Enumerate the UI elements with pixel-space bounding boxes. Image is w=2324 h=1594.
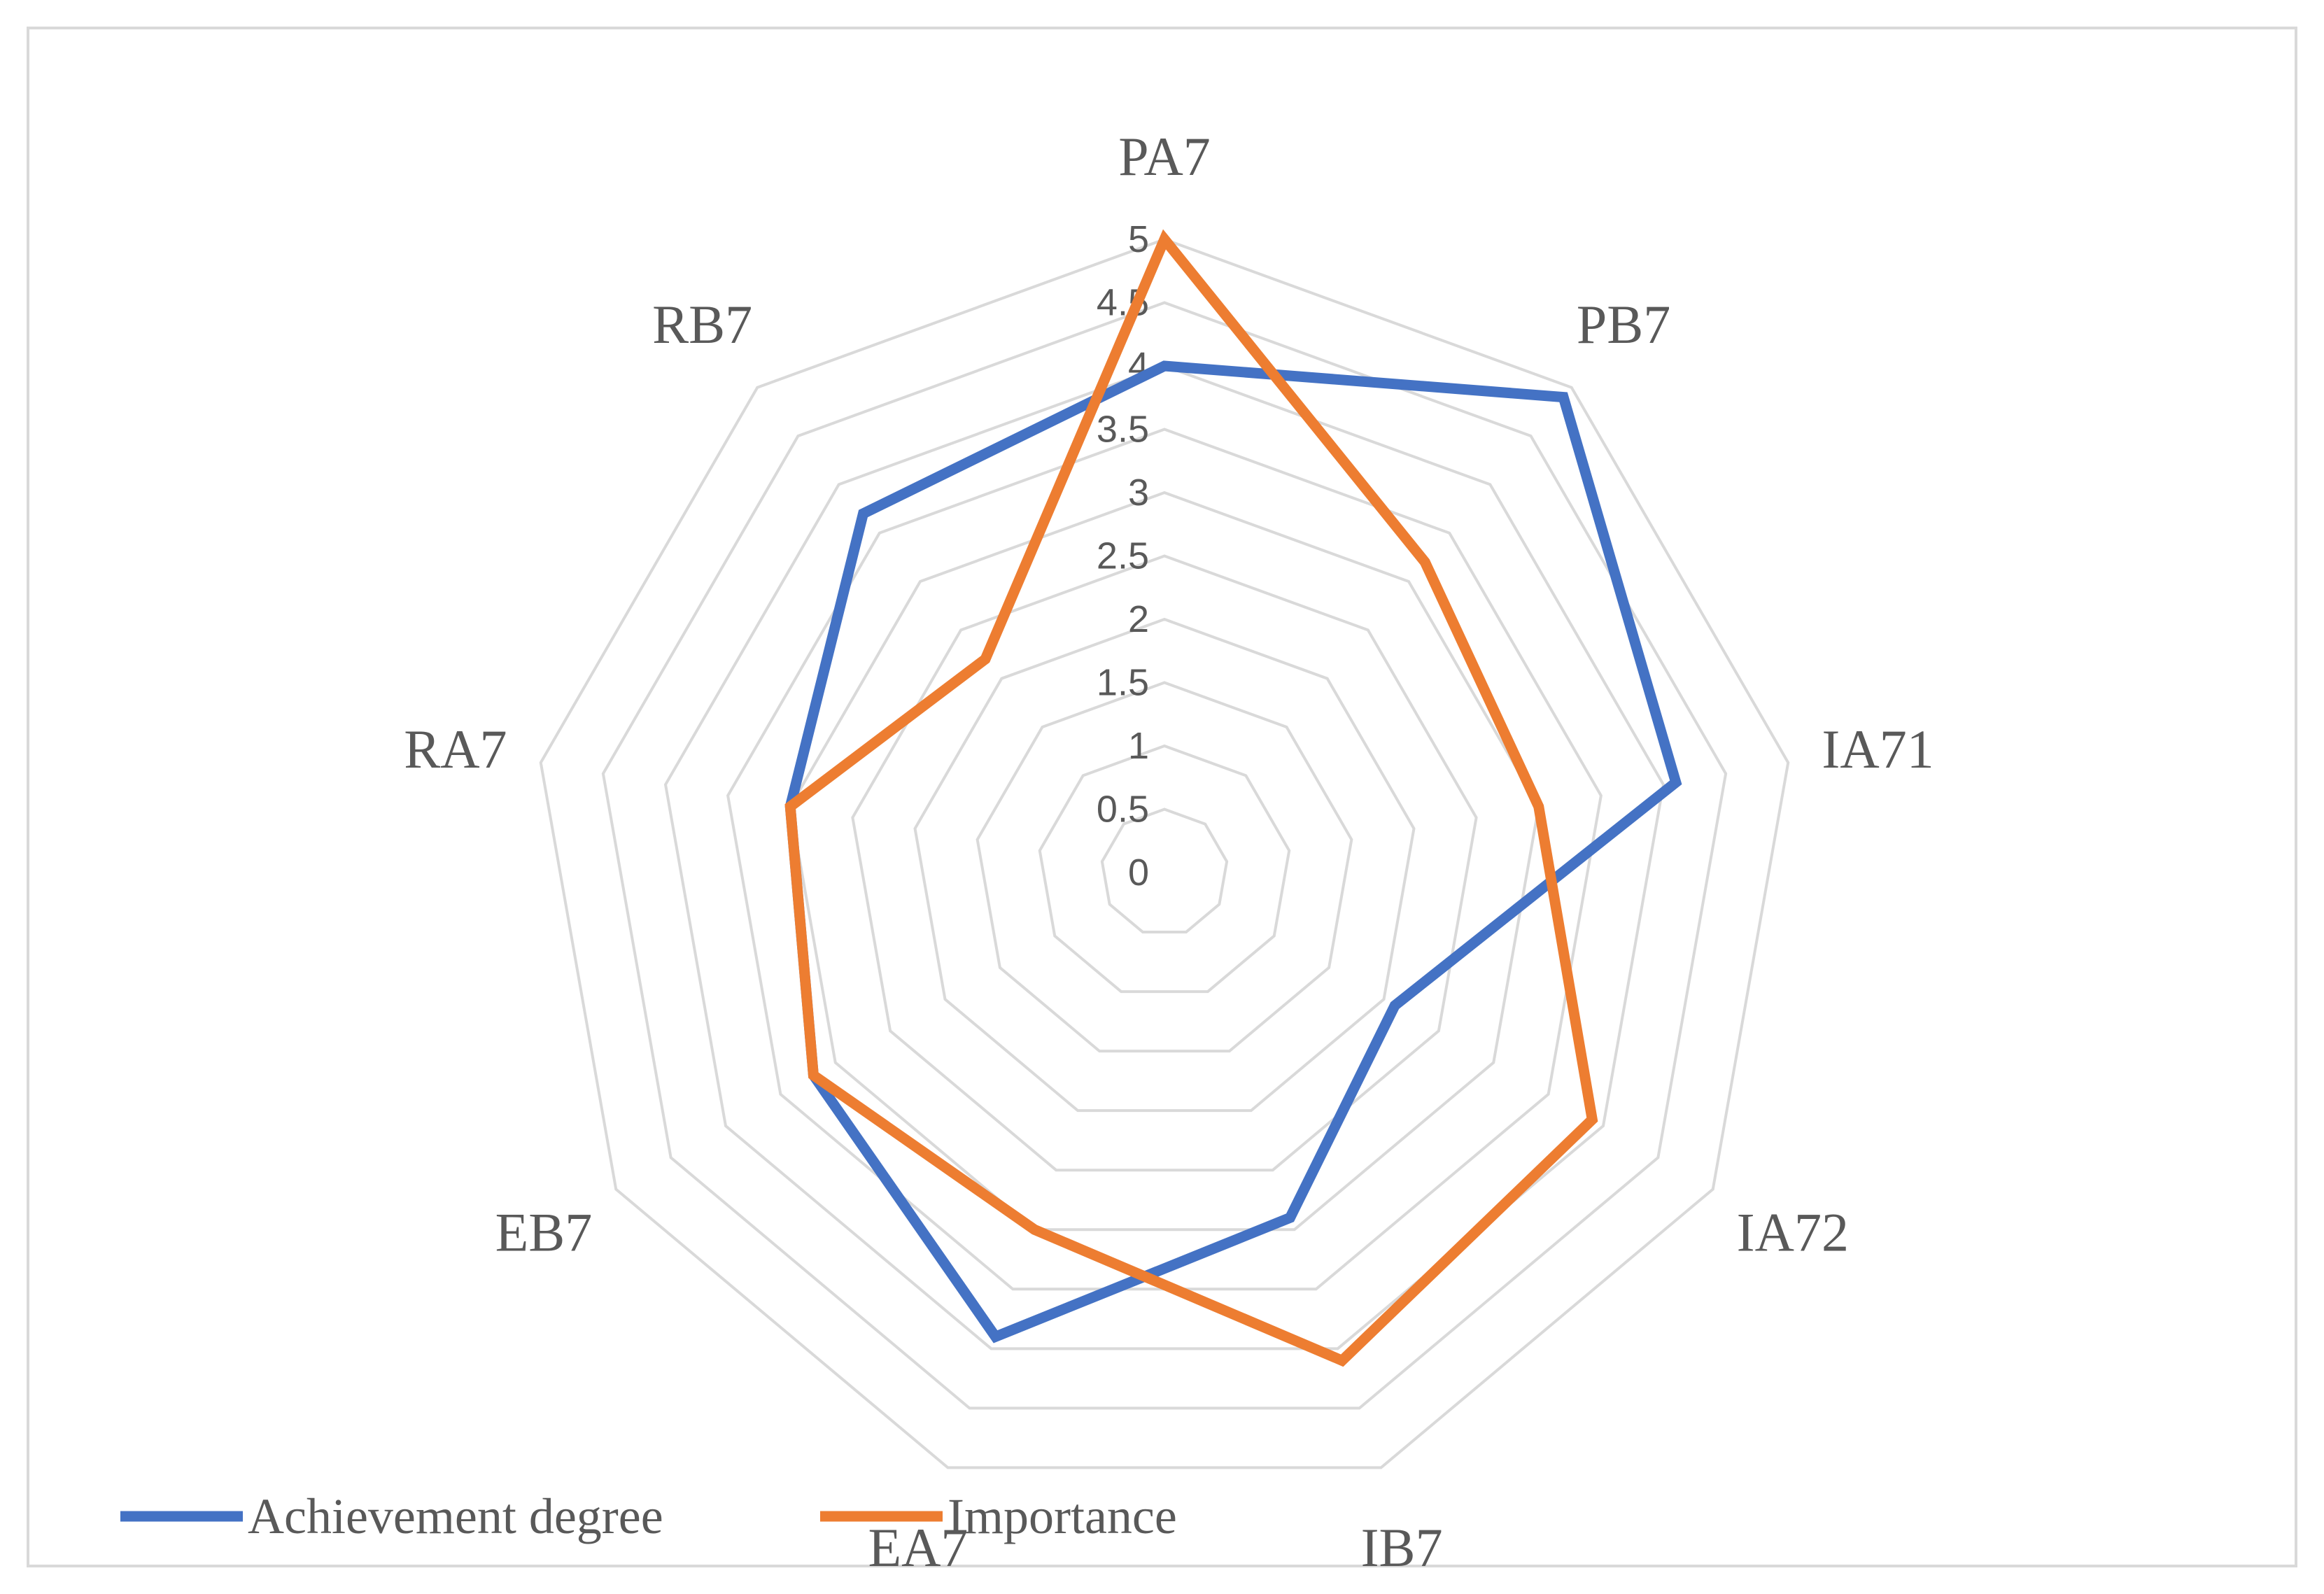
tick-label: 2 [1128,598,1149,640]
grid-ring-6 [789,491,1540,1232]
grid-ring-4 [913,617,1416,1113]
radar-chart: 00.511.522.533.544.55 PA7PB7IA71IA72IB7E… [120,126,1934,1570]
category-label-eb7: EB7 [495,1202,593,1263]
grid-ring-1 [1100,807,1229,934]
category-label-pb7: PB7 [1577,294,1670,355]
legend-label: Achievement degree [248,1488,663,1544]
series-line-importance [784,229,1598,1367]
tick-label: 3 [1128,472,1149,514]
grid-ring-10 [539,237,1790,1469]
category-labels: PA7 PB7 IA71 IA72 IB7 EA7 EB7 RA7 RB7 [404,126,1934,1570]
tick-label: 1.5 [1097,662,1149,704]
chart-frame: 0 0.5 1 1.5 2 2.5 3 3.5 4 4.5 5 PA7 PB7 IA71 IA72 IB7 E… [27,27,2297,1570]
grid-ring-5 [851,554,1478,1172]
tick-label: 0 [1128,852,1149,894]
tick-label: 5 [1128,218,1149,260]
category-label-ia72: IA72 [1737,1202,1849,1263]
grid-ring-8 [663,364,1665,1350]
category-label-ia71: IA71 [1822,719,1934,780]
legend: Achievement degree Importance [120,1488,1177,1544]
radial-tick-labels: 00.511.522.533.544.55 [1097,218,1149,894]
category-label-pa7: PA7 [1118,126,1211,187]
category-label-ea7: EA7 [868,1517,968,1570]
legend-label: Importance [948,1488,1177,1544]
tick-label: 2.5 [1097,535,1149,577]
category-label-rb7: RB7 [652,294,752,355]
tick-label: 1 [1128,725,1149,767]
tick-label: 3.5 [1097,409,1149,451]
grid-ring-9 [601,301,1728,1410]
category-label-ib7: IB7 [1361,1517,1443,1570]
data-series [784,229,1682,1367]
grid-ring-3 [976,681,1353,1053]
category-label-ra7: RA7 [404,719,507,780]
tick-label: 0.5 [1097,789,1149,831]
grid-ring-2 [1038,744,1291,994]
